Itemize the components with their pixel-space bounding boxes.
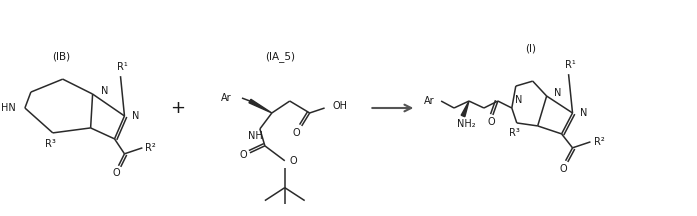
Text: +: + bbox=[170, 99, 185, 117]
Text: (IA_5): (IA_5) bbox=[265, 51, 295, 62]
Text: N: N bbox=[100, 86, 108, 96]
Text: N: N bbox=[579, 108, 587, 118]
Text: O: O bbox=[560, 164, 567, 174]
Text: O: O bbox=[293, 128, 300, 138]
Text: NH₂: NH₂ bbox=[457, 119, 475, 129]
Text: N: N bbox=[132, 111, 140, 121]
Text: NH: NH bbox=[247, 131, 262, 141]
Text: R²: R² bbox=[594, 137, 605, 147]
Text: O: O bbox=[487, 117, 495, 127]
Polygon shape bbox=[249, 99, 272, 113]
Text: R³: R³ bbox=[510, 128, 520, 138]
Text: N: N bbox=[553, 88, 561, 98]
Text: (IB): (IB) bbox=[52, 51, 70, 61]
Text: HN: HN bbox=[1, 103, 16, 113]
Text: R¹: R¹ bbox=[117, 62, 128, 72]
Text: (I): (I) bbox=[526, 43, 536, 53]
Text: O: O bbox=[113, 168, 121, 178]
Text: OH: OH bbox=[332, 101, 348, 111]
Text: R³: R³ bbox=[45, 139, 56, 149]
Text: R¹: R¹ bbox=[565, 60, 576, 70]
Text: O: O bbox=[239, 150, 247, 160]
Text: Ar: Ar bbox=[222, 93, 232, 103]
Text: R²: R² bbox=[145, 143, 155, 153]
Text: O: O bbox=[290, 156, 298, 166]
Text: N: N bbox=[515, 95, 522, 105]
Polygon shape bbox=[461, 101, 469, 117]
Text: Ar: Ar bbox=[424, 96, 434, 106]
